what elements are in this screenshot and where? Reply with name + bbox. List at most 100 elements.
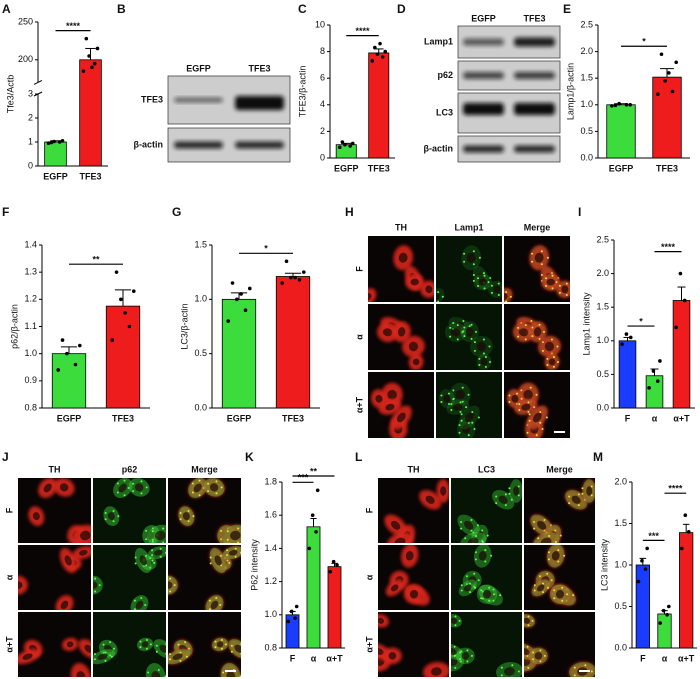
marker-puncta (112, 510, 115, 513)
marker-puncta (474, 586, 477, 589)
marker-puncta (458, 619, 461, 622)
data-point (289, 609, 294, 614)
marker-puncta (486, 534, 489, 537)
data-point (78, 343, 82, 348)
marker-puncta (132, 482, 135, 485)
marker-puncta (461, 331, 464, 334)
image-column-label: Merge (524, 222, 551, 232)
significance-label: *** (648, 531, 659, 541)
nucleus (464, 412, 474, 423)
marker-puncta (482, 338, 485, 341)
marker-puncta (543, 654, 546, 657)
nucleus (214, 555, 222, 566)
marker-puncta (469, 582, 472, 585)
nucleus (154, 549, 163, 556)
bar (306, 526, 321, 649)
nucleus (425, 495, 435, 504)
marker-puncta (538, 337, 541, 340)
blot-band (463, 103, 504, 115)
marker-puncta (165, 652, 166, 655)
image-column-label: TH (395, 222, 407, 232)
y-tick-label: 2.0 (614, 476, 627, 486)
marker-puncta (456, 324, 459, 327)
micrograph (504, 372, 570, 438)
marker-puncta (584, 664, 587, 667)
marker-puncta (509, 295, 512, 298)
marker-puncta (477, 579, 480, 582)
significance-label: **** (668, 484, 683, 494)
marker-puncta (226, 554, 229, 557)
y-tick-label: 2.5 (580, 19, 593, 29)
data-point (348, 144, 352, 148)
nucleus (443, 394, 451, 403)
blot-band (463, 38, 504, 46)
marker-puncta (149, 557, 152, 560)
marker-puncta (207, 482, 210, 485)
marker-puncta (467, 434, 470, 437)
marker-puncta (464, 537, 467, 540)
marker-puncta (500, 666, 503, 669)
nucleus (230, 530, 241, 541)
marker-puncta (239, 551, 241, 554)
marker-puncta (524, 324, 527, 327)
panel-letter: C (298, 2, 307, 16)
marker-puncta (573, 674, 576, 677)
data-point (310, 513, 315, 517)
marker-puncta (511, 676, 513, 677)
marker-puncta (505, 300, 508, 302)
marker-puncta (533, 406, 536, 409)
marker-puncta (240, 652, 241, 655)
x-tick-label: EGFP (334, 163, 359, 173)
marker-puncta (466, 660, 469, 663)
marker-puncta (541, 341, 544, 344)
marker-puncta (542, 582, 545, 585)
marker-puncta (104, 511, 107, 514)
marker-puncta (214, 646, 217, 649)
nucleus (455, 322, 466, 331)
marker-puncta (185, 655, 188, 658)
micrograph (451, 478, 522, 543)
panel-letter: K (245, 450, 254, 464)
nucleus (141, 641, 149, 648)
marker-puncta (94, 577, 97, 580)
marker-puncta (437, 291, 440, 294)
blot-row-label: LC3 (436, 107, 453, 117)
data-point (643, 567, 648, 571)
marker-puncta (188, 647, 191, 650)
marker-puncta (234, 555, 237, 558)
nucleus (66, 641, 74, 648)
significance-label: ** (92, 255, 100, 265)
bar (44, 141, 67, 167)
marker-puncta (531, 335, 534, 338)
y-tick-label: 1.4 (24, 239, 37, 249)
marker-puncta (539, 649, 542, 652)
y-tick-label: 8 (320, 46, 325, 56)
marker-puncta (139, 640, 142, 643)
marker-puncta (460, 584, 463, 587)
marker-puncta (547, 586, 550, 589)
x-tick-label: α+T (678, 653, 695, 663)
data-point (661, 608, 666, 613)
nucleus (453, 403, 463, 411)
marker-puncta (476, 524, 479, 527)
blot-band (463, 145, 504, 153)
marker-puncta (159, 547, 162, 550)
marker-puncta (546, 363, 549, 366)
marker-puncta (177, 643, 180, 646)
marker-puncta (132, 490, 135, 493)
x-tick-label: α (652, 413, 658, 423)
marker-puncta (215, 492, 218, 495)
marker-puncta (133, 608, 136, 610)
nucleus (234, 644, 241, 653)
image-column-label: Merge (191, 464, 218, 474)
marker-puncta (553, 597, 556, 600)
data-point (628, 335, 633, 340)
y-tick-label: 1.0 (24, 348, 37, 358)
marker-puncta (527, 624, 530, 627)
micrograph (18, 478, 91, 543)
marker-puncta (490, 284, 493, 287)
marker-puncta (459, 658, 462, 661)
data-point (665, 613, 669, 617)
marker-puncta (133, 599, 136, 602)
marker-puncta (504, 493, 507, 496)
